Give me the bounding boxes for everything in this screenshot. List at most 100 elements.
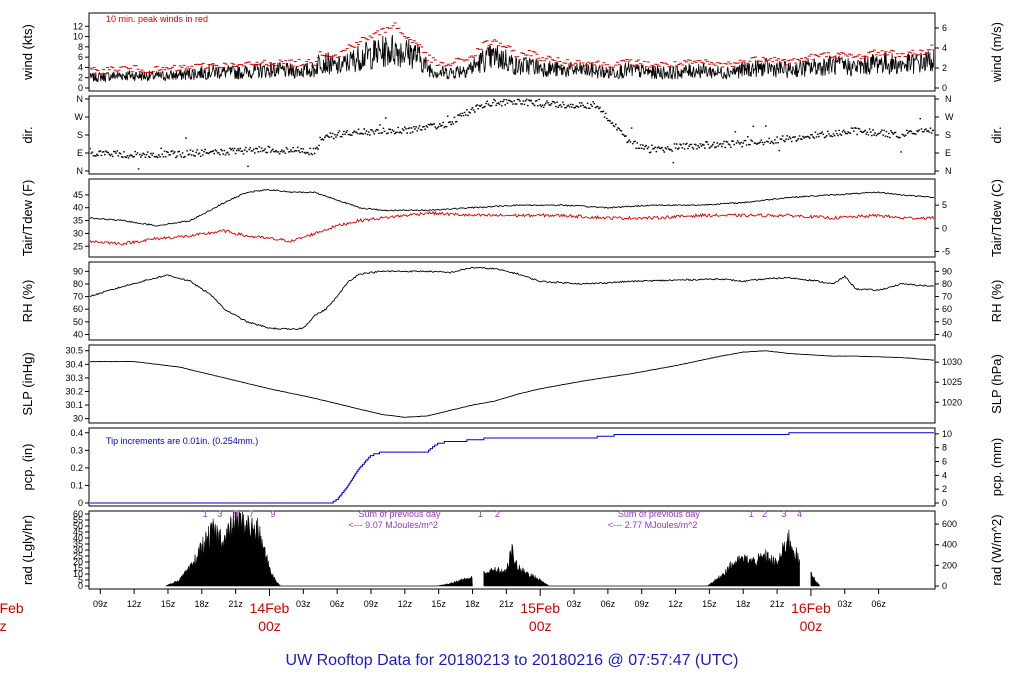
- peak-marker-day3-2: 2: [762, 509, 767, 519]
- rh-left-tick-label: 90: [73, 266, 83, 276]
- pcp-left-tick-label: 0.1: [70, 480, 83, 490]
- rad-left-tick-label: 0: [78, 581, 83, 591]
- rad-left-tick-label: 20: [73, 557, 83, 567]
- wind-left-tick-label: 4: [78, 62, 83, 72]
- dir-left-tick-label: S: [77, 130, 83, 140]
- dir-right-tick-label: E: [945, 148, 951, 158]
- x-tick-label: 15z: [702, 599, 717, 609]
- rh-right-tick-label: 70: [942, 292, 952, 302]
- wind-right-tick-label: 4: [942, 43, 947, 53]
- dir-left-tick-label: W: [75, 112, 84, 122]
- slp-frame: [88, 344, 936, 424]
- rad-right-tick-label: 0: [942, 581, 947, 591]
- slp-ylabel-right: SLP (hPa): [989, 354, 1004, 414]
- temp-left-tick-label: 35: [73, 216, 83, 226]
- slp-data: [90, 350, 934, 418]
- dir-left-tick-label: E: [77, 148, 83, 158]
- wind-right-tick-label: 2: [942, 63, 947, 73]
- temp-left-tick-label: 30: [73, 228, 83, 238]
- rh-data: [90, 266, 934, 331]
- x-tick-label: 06z: [330, 599, 345, 609]
- wind-frame: [88, 12, 936, 92]
- peak-marker-day2-1: 1: [478, 509, 483, 519]
- pcp-left-tick-label: 0: [78, 498, 83, 508]
- temp-left-tick-label: 45: [73, 190, 83, 200]
- x-tick-label: 15z: [161, 599, 176, 609]
- panel-pcp: 0 0.1 0.2 0.3 0.4 0 2 4 6 8 10 pcp. (in) pcp. (mm) Ti…: [20, 427, 1004, 508]
- rh-left-tick-label: 70: [73, 292, 83, 302]
- rad-ylabel-left: rad (Lgly/hr): [20, 515, 35, 585]
- pcp-ylabel-left: pcp. (in): [20, 444, 35, 491]
- rad-left-tick-label: 30: [73, 545, 83, 555]
- pcp-left-tick-label: 0.4: [70, 428, 83, 438]
- peak-marker-day1-5: 5: [233, 509, 238, 519]
- rh-ylabel-left: RH (%): [20, 280, 35, 323]
- wind-right-tick-label: 0: [942, 83, 947, 93]
- x-tick-label: 21z: [770, 599, 785, 609]
- temp-right-tick-label: 0: [942, 223, 947, 233]
- rad-right-tick-label: 200: [942, 560, 957, 570]
- dewpoint-line: [90, 210, 934, 246]
- wind-left-tick-label: 12: [73, 21, 83, 31]
- x-tick-label: 12z: [127, 599, 142, 609]
- wind-left-tick-label: 2: [78, 73, 83, 83]
- pcp-data: [90, 432, 934, 504]
- rad-data: [165, 512, 821, 587]
- x-tick-label: 18z: [736, 599, 751, 609]
- radiation-area-day-3: [810, 571, 821, 587]
- pcp-frame: [88, 427, 936, 507]
- rad-left-tick-label: 60: [73, 509, 83, 519]
- wind-ylabel-right: wind (m/s): [989, 22, 1004, 83]
- slp-right-tick-label: 1025: [942, 377, 962, 387]
- x-tick-label: 12z: [668, 599, 683, 609]
- air-temp-line: [90, 189, 934, 227]
- slp-ylabel-left: SLP (inHg): [20, 352, 35, 415]
- wind-ylabel-left: wind (kts): [20, 24, 35, 81]
- daily-sum-title-2: Sum of previous day: [618, 509, 701, 519]
- rad-left-tick-label: 5: [78, 575, 83, 585]
- day-label-edge: 13Feb: [0, 600, 24, 616]
- temp-data: [90, 189, 934, 246]
- x-tick-label: 09z: [93, 599, 108, 609]
- dir-right-tick-label: N: [945, 94, 952, 104]
- rad-left-tick-label: 45: [73, 527, 83, 537]
- dir-left-tick-label: N: [77, 166, 84, 176]
- dir-right-tick-label: S: [945, 130, 951, 140]
- slp-left-tick-label: 30.4: [65, 359, 83, 369]
- temp-right-tick-label: 5: [942, 200, 947, 210]
- rad-right-tick-label: 400: [942, 540, 957, 550]
- x-tick-label: 03z: [838, 599, 853, 609]
- x-tick-label: 09z: [634, 599, 649, 609]
- dir-frame: [88, 95, 936, 175]
- peak-marker-day3-3: 3: [781, 509, 786, 519]
- rh-ylabel-right: RH (%): [989, 280, 1004, 323]
- dir-ylabel-right: dir.: [989, 126, 1004, 143]
- pcp-left-tick-label: 0.2: [70, 463, 83, 473]
- slp-left-tick-label: 30.2: [65, 386, 83, 396]
- daily-sum-value-2: <--- 2.77 MJoules/m^2: [608, 520, 698, 530]
- dir-right-tick-label: N: [945, 166, 952, 176]
- slp-left-tick-label: 30.5: [65, 346, 83, 356]
- rad-left-tick-label: 35: [73, 539, 83, 549]
- day-label-16Feb: 16Feb: [791, 600, 831, 616]
- x-tick-label: 18z: [465, 599, 480, 609]
- rh-left-tick-label: 50: [73, 317, 83, 327]
- wind-peak-marks: [90, 22, 934, 75]
- precip-note: Tip increments are 0.01in. (0.254mm.): [106, 436, 258, 446]
- dir-data: [90, 98, 934, 170]
- precip-line: [90, 432, 934, 504]
- x-tick-label: 21z: [228, 599, 243, 609]
- pcp-right-tick-label: 10: [942, 429, 952, 439]
- rad-left-tick-label: 55: [73, 515, 83, 525]
- rh-right-tick-label: 80: [942, 279, 952, 289]
- wind-note: 10 min. peak winds in red: [106, 14, 208, 24]
- day-label-14Feb: 14Feb: [250, 600, 290, 616]
- pcp-left-tick-label: 0.3: [70, 445, 83, 455]
- pcp-right-tick-label: 6: [942, 457, 947, 467]
- x-tick-label: 21z: [499, 599, 514, 609]
- pcp-right-tick-label: 8: [942, 443, 947, 453]
